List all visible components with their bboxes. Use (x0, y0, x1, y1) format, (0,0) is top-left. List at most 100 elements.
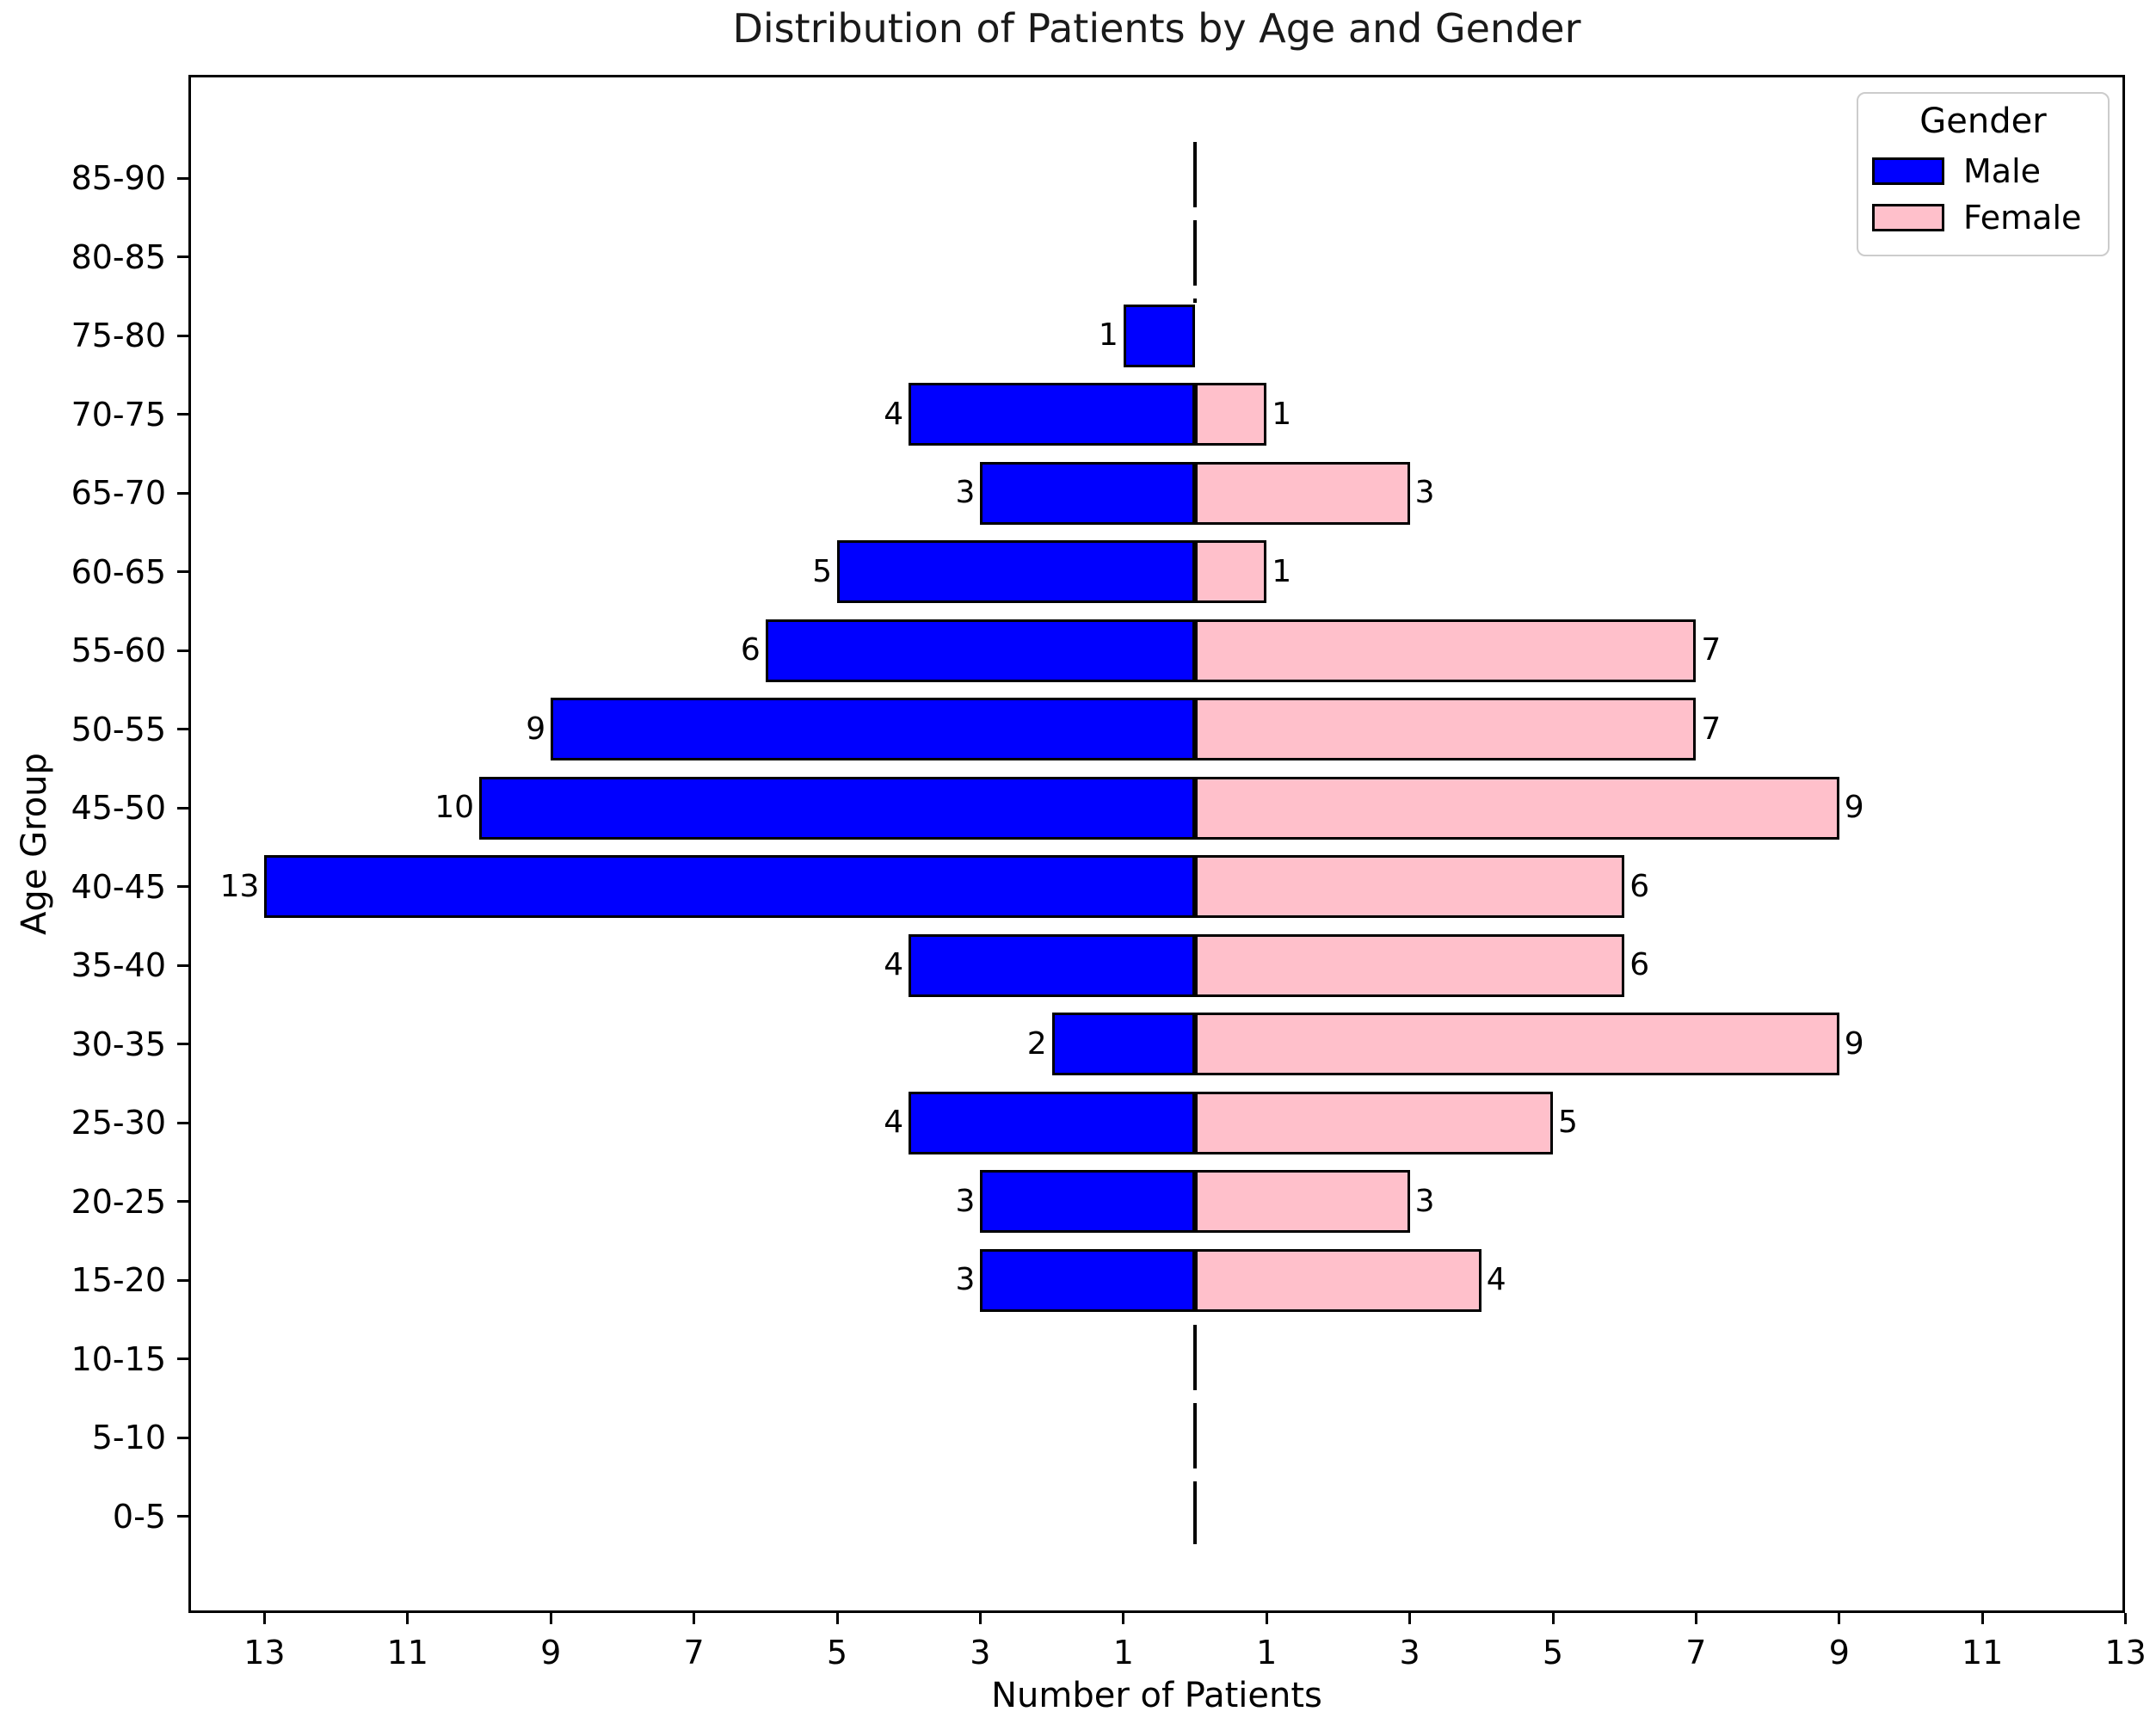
x-tick-label: 13 (243, 1634, 286, 1672)
y-tick-mark (177, 964, 188, 967)
y-tick-mark (177, 334, 188, 337)
x-tick-label: 9 (540, 1634, 562, 1672)
bar-value-label: 3 (955, 475, 976, 510)
bar-value-label: 1 (1272, 553, 1292, 589)
bar-value-label: 9 (1844, 1025, 1864, 1062)
male-bar (909, 383, 1195, 446)
x-tick-mark (262, 1613, 266, 1624)
bar-value-label: 4 (884, 1105, 904, 1140)
male-bar (909, 933, 1195, 997)
y-tick-mark (177, 806, 188, 810)
y-tick-label: 60-65 (71, 552, 166, 591)
bar-value-label: 3 (1414, 475, 1435, 510)
y-tick-mark (177, 1043, 188, 1045)
x-tick-mark (1122, 1613, 1125, 1624)
bar-value-label: 5 (812, 553, 832, 589)
male-bar (909, 1091, 1195, 1154)
bar-value-label: 4 (884, 947, 904, 982)
y-tick-label: 45-50 (71, 789, 166, 827)
male-bar (1051, 1013, 1195, 1075)
y-tick-mark (177, 491, 188, 495)
chart-title: Distribution of Patients by Age and Gend… (732, 5, 1581, 52)
y-tick-mark (177, 1121, 188, 1124)
y-tick-label: 5-10 (91, 1419, 166, 1456)
bar-value-label: 2 (1026, 1025, 1047, 1062)
female-bar (1195, 540, 1267, 603)
x-tick-label: 7 (683, 1634, 705, 1672)
y-tick-label: 20-25 (71, 1182, 166, 1221)
y-tick-mark (177, 1200, 188, 1203)
y-tick-mark (177, 1436, 188, 1439)
x-tick-label: 9 (1828, 1634, 1850, 1672)
x-tick-mark (2124, 1613, 2128, 1624)
bar-value-label: 4 (884, 396, 904, 432)
zero-dashed-line (1193, 142, 1197, 303)
y-tick-label: 15-20 (71, 1261, 166, 1299)
x-tick-mark (1694, 1613, 1697, 1624)
x-tick-label: 5 (1542, 1634, 1564, 1672)
x-axis-label: Number of Patients (991, 1676, 1322, 1715)
legend-title: Gender (1919, 102, 2047, 141)
bar-value-label: 1 (1272, 396, 1292, 432)
male-bar (264, 855, 1195, 918)
y-tick-label: 0-5 (112, 1497, 166, 1536)
x-tick-label: 11 (1962, 1634, 2004, 1672)
y-tick-mark (177, 255, 188, 258)
legend-label-female: Female (1963, 199, 2082, 237)
x-tick-mark (835, 1613, 839, 1624)
y-tick-mark (177, 885, 188, 888)
bar-value-label: 4 (1486, 1262, 1506, 1297)
y-tick-label: 50-55 (71, 710, 166, 748)
bar-value-label: 5 (1558, 1105, 1578, 1140)
male-bar (980, 461, 1195, 525)
female-bar (1195, 698, 1697, 760)
female-bar (1195, 383, 1267, 446)
y-tick-label: 65-70 (71, 474, 166, 512)
y-tick-label: 25-30 (71, 1104, 166, 1142)
y-tick-mark (177, 176, 188, 180)
bar-value-label: 3 (1414, 1183, 1435, 1219)
bar-value-label: 3 (955, 1262, 976, 1297)
bar-value-label: 9 (1844, 790, 1864, 825)
x-tick-label: 1 (1112, 1634, 1134, 1672)
x-tick-mark (1551, 1613, 1555, 1624)
male-bar (980, 1248, 1195, 1312)
y-tick-label: 85-90 (71, 159, 166, 197)
x-tick-label: 7 (1685, 1634, 1707, 1672)
y-tick-mark (177, 728, 188, 730)
legend-label-male: Male (1963, 152, 2042, 190)
male-bar (551, 698, 1195, 760)
bar-value-label: 13 (219, 868, 260, 904)
female-bar (1195, 461, 1410, 525)
bar-value-label: 6 (1629, 947, 1650, 982)
y-tick-label: 10-15 (71, 1339, 166, 1378)
zero-dashed-line (1193, 1325, 1197, 1544)
legend: Gender Male Female (1857, 92, 2110, 256)
bar-value-label: 7 (1701, 632, 1722, 668)
female-bar (1195, 619, 1697, 682)
female-swatch (1872, 204, 1944, 231)
x-tick-label: 1 (1256, 1634, 1278, 1672)
female-bar (1195, 1170, 1410, 1233)
x-tick-mark (406, 1613, 410, 1624)
y-tick-mark (177, 1515, 188, 1518)
male-bar (765, 619, 1195, 682)
x-tick-label: 11 (386, 1634, 428, 1672)
legend-row-female: Female (1872, 200, 2108, 235)
bar-value-label: 6 (740, 632, 761, 668)
x-tick-mark (549, 1613, 552, 1624)
bar-value-label: 9 (526, 711, 546, 747)
x-tick-label: 3 (1399, 1634, 1420, 1672)
female-bar (1195, 1091, 1553, 1154)
x-tick-label: 3 (970, 1634, 991, 1672)
y-tick-label: 80-85 (71, 237, 166, 276)
x-tick-mark (693, 1613, 696, 1624)
female-bar (1195, 855, 1625, 918)
bar-value-label: 10 (434, 790, 474, 825)
x-tick-label: 13 (2104, 1634, 2147, 1672)
y-tick-label: 55-60 (71, 631, 166, 669)
y-tick-label: 35-40 (71, 946, 166, 984)
male-bar (479, 776, 1195, 840)
x-tick-mark (1408, 1613, 1412, 1624)
y-tick-mark (177, 413, 188, 416)
